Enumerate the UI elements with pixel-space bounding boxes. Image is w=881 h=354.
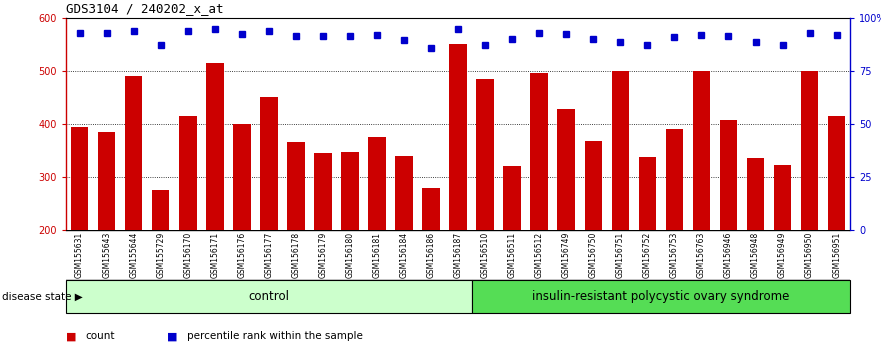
Bar — [692, 71, 710, 230]
Bar — [828, 116, 846, 230]
Text: GSM156176: GSM156176 — [237, 232, 247, 278]
Text: percentile rank within the sample: percentile rank within the sample — [187, 331, 363, 341]
Text: GSM156184: GSM156184 — [400, 232, 409, 278]
Text: GSM155729: GSM155729 — [156, 232, 166, 278]
Bar — [233, 124, 250, 230]
Bar — [666, 129, 683, 230]
Text: insulin-resistant polycystic ovary syndrome: insulin-resistant polycystic ovary syndr… — [532, 290, 789, 303]
Text: GSM156510: GSM156510 — [481, 232, 490, 278]
Text: GSM156179: GSM156179 — [318, 232, 328, 278]
Bar — [260, 97, 278, 230]
Text: GSM156749: GSM156749 — [562, 232, 571, 279]
Bar — [477, 79, 494, 230]
Text: GSM156753: GSM156753 — [670, 232, 679, 279]
Text: GDS3104 / 240202_x_at: GDS3104 / 240202_x_at — [66, 2, 224, 15]
Bar — [584, 141, 602, 230]
Text: GSM156763: GSM156763 — [697, 232, 706, 279]
Text: GSM156171: GSM156171 — [211, 232, 219, 278]
Bar — [287, 142, 305, 230]
Text: ■: ■ — [167, 331, 178, 341]
Bar — [720, 120, 737, 230]
Text: count: count — [85, 331, 115, 341]
Text: GSM156951: GSM156951 — [833, 232, 841, 278]
Bar — [368, 137, 386, 230]
Bar — [70, 126, 88, 230]
Bar — [471, 280, 850, 313]
Bar — [152, 190, 169, 230]
Bar — [558, 109, 575, 230]
Bar — [179, 116, 196, 230]
Bar — [422, 188, 440, 230]
Text: GSM156950: GSM156950 — [805, 232, 814, 279]
Text: GSM155631: GSM155631 — [75, 232, 84, 278]
Text: GSM155643: GSM155643 — [102, 232, 111, 279]
Text: GSM156186: GSM156186 — [426, 232, 435, 278]
Bar — [530, 73, 548, 230]
Bar — [801, 71, 818, 230]
Text: GSM156752: GSM156752 — [643, 232, 652, 278]
Text: disease state ▶: disease state ▶ — [2, 291, 83, 302]
Text: GSM156170: GSM156170 — [183, 232, 192, 278]
Bar — [449, 44, 467, 230]
Bar — [66, 280, 471, 313]
Text: GSM156181: GSM156181 — [373, 232, 381, 278]
Text: GSM156512: GSM156512 — [535, 232, 544, 278]
Text: GSM156177: GSM156177 — [264, 232, 273, 278]
Text: ■: ■ — [66, 331, 77, 341]
Text: GSM156750: GSM156750 — [589, 232, 598, 279]
Bar — [503, 166, 521, 230]
Text: GSM156180: GSM156180 — [345, 232, 354, 278]
Text: GSM156946: GSM156946 — [724, 232, 733, 279]
Text: GSM156178: GSM156178 — [292, 232, 300, 278]
Text: control: control — [248, 290, 289, 303]
Bar — [774, 165, 791, 230]
Bar — [639, 157, 656, 230]
Text: GSM156751: GSM156751 — [616, 232, 625, 278]
Text: GSM156948: GSM156948 — [751, 232, 760, 278]
Text: GSM156949: GSM156949 — [778, 232, 787, 279]
Text: GSM156511: GSM156511 — [507, 232, 516, 278]
Bar — [611, 71, 629, 230]
Text: GSM155644: GSM155644 — [130, 232, 138, 279]
Bar — [747, 158, 765, 230]
Bar — [206, 63, 224, 230]
Bar — [396, 156, 413, 230]
Bar — [315, 153, 332, 230]
Text: GSM156187: GSM156187 — [454, 232, 463, 278]
Bar — [98, 132, 115, 230]
Bar — [341, 152, 359, 230]
Bar — [125, 76, 143, 230]
